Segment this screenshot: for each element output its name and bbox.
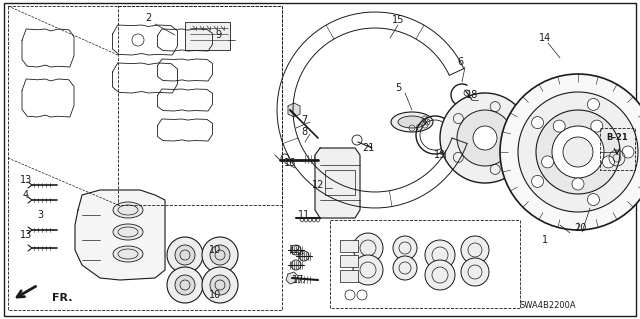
Circle shape bbox=[500, 74, 640, 230]
Circle shape bbox=[210, 245, 230, 265]
Text: SWA4B2200A: SWA4B2200A bbox=[520, 300, 576, 309]
Bar bbox=[340, 270, 358, 282]
Circle shape bbox=[572, 178, 584, 190]
Circle shape bbox=[291, 260, 301, 270]
Text: 8: 8 bbox=[301, 127, 307, 137]
Text: 7: 7 bbox=[301, 115, 307, 125]
Circle shape bbox=[588, 194, 600, 205]
Circle shape bbox=[518, 92, 638, 212]
Circle shape bbox=[440, 93, 530, 183]
Text: 17: 17 bbox=[292, 275, 304, 285]
Circle shape bbox=[532, 117, 543, 129]
Text: 21: 21 bbox=[362, 143, 374, 153]
Bar bbox=[340, 240, 358, 252]
Circle shape bbox=[552, 126, 604, 178]
Circle shape bbox=[167, 267, 203, 303]
Polygon shape bbox=[286, 272, 298, 284]
Text: 13: 13 bbox=[20, 230, 32, 240]
Circle shape bbox=[202, 267, 238, 303]
Polygon shape bbox=[75, 190, 165, 280]
Circle shape bbox=[457, 110, 513, 166]
Ellipse shape bbox=[398, 116, 426, 128]
Polygon shape bbox=[315, 148, 360, 218]
Bar bbox=[325, 170, 355, 195]
Text: 16: 16 bbox=[284, 158, 296, 168]
Circle shape bbox=[299, 251, 309, 261]
Circle shape bbox=[622, 146, 634, 158]
Bar bbox=[185, 22, 230, 50]
Text: 12: 12 bbox=[312, 180, 324, 190]
Text: 2: 2 bbox=[145, 13, 151, 23]
Circle shape bbox=[353, 233, 383, 263]
Polygon shape bbox=[288, 103, 300, 117]
Ellipse shape bbox=[113, 246, 143, 262]
Circle shape bbox=[532, 175, 543, 187]
Circle shape bbox=[175, 245, 195, 265]
Ellipse shape bbox=[113, 224, 143, 240]
Circle shape bbox=[473, 126, 497, 150]
Circle shape bbox=[425, 240, 455, 270]
Text: 12: 12 bbox=[289, 245, 301, 255]
Bar bbox=[600, 128, 635, 170]
Bar bbox=[340, 255, 358, 267]
Circle shape bbox=[202, 237, 238, 273]
Circle shape bbox=[393, 236, 417, 260]
Circle shape bbox=[353, 255, 383, 285]
Text: 18: 18 bbox=[466, 90, 478, 100]
Text: FR.: FR. bbox=[52, 293, 72, 303]
Circle shape bbox=[563, 137, 593, 167]
Circle shape bbox=[602, 156, 614, 168]
Circle shape bbox=[291, 245, 301, 255]
Text: 5: 5 bbox=[395, 83, 401, 93]
Text: 10: 10 bbox=[209, 245, 221, 255]
Circle shape bbox=[175, 275, 195, 295]
Text: 13: 13 bbox=[20, 175, 32, 185]
Ellipse shape bbox=[113, 202, 143, 218]
Circle shape bbox=[541, 156, 554, 168]
Text: B-21: B-21 bbox=[606, 133, 628, 143]
Circle shape bbox=[210, 275, 230, 295]
Circle shape bbox=[167, 237, 203, 273]
Circle shape bbox=[425, 260, 455, 290]
Text: 10: 10 bbox=[209, 290, 221, 300]
Circle shape bbox=[553, 120, 565, 132]
Text: 19: 19 bbox=[434, 150, 446, 160]
Circle shape bbox=[588, 99, 600, 110]
Text: 4: 4 bbox=[23, 190, 29, 200]
Text: 20: 20 bbox=[574, 223, 586, 233]
Text: 3: 3 bbox=[37, 210, 43, 220]
Text: 14: 14 bbox=[539, 33, 551, 43]
Circle shape bbox=[536, 110, 620, 194]
Circle shape bbox=[591, 120, 603, 132]
Bar bbox=[330, 220, 520, 308]
Text: 9: 9 bbox=[215, 30, 221, 40]
Text: 11: 11 bbox=[298, 210, 310, 220]
Text: 15: 15 bbox=[392, 15, 404, 25]
Ellipse shape bbox=[391, 112, 433, 132]
Circle shape bbox=[393, 256, 417, 280]
Text: 6: 6 bbox=[457, 57, 463, 67]
Circle shape bbox=[461, 258, 489, 286]
Circle shape bbox=[461, 236, 489, 264]
Text: 1: 1 bbox=[542, 235, 548, 245]
